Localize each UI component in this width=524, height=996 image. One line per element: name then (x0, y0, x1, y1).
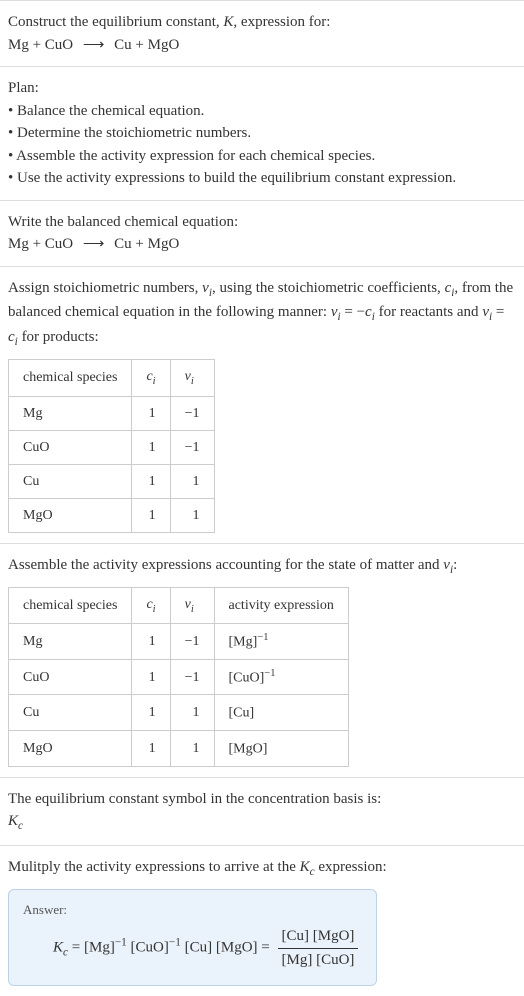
activity-table: chemical species ci νi activity expressi… (8, 587, 349, 767)
equation: Mg + CuO ⟶ Cu + MgO (8, 34, 516, 57)
text: for products: (18, 329, 99, 345)
text: = (492, 304, 504, 320)
cell: [MgO] (214, 731, 348, 767)
col-header: activity expression (214, 587, 348, 624)
cell: 1 (132, 498, 170, 532)
table-row: Mg 1 −1 (9, 396, 215, 430)
equation: Mg + CuO ⟶ Cu + MgO (8, 233, 516, 256)
text: Mulitply the activity expressions to arr… (8, 859, 300, 875)
col-header: νi (170, 587, 214, 624)
text: Construct the equilibrium constant, (8, 14, 223, 30)
text: : (453, 557, 457, 573)
balanced-title: Write the balanced chemical equation: (8, 211, 516, 234)
answer-box: Answer: Kc = [Mg]−1 [CuO]−1 [Cu] [MgO] =… (8, 889, 377, 987)
cell: [Cu] (214, 695, 348, 731)
stoich-intro: Assign stoichiometric numbers, νi, using… (8, 277, 516, 352)
nu-symbol: ν (202, 280, 209, 296)
c-symbol: c (365, 304, 372, 320)
text: , using the stoichiometric coefficients, (212, 280, 445, 296)
text: Assemble the activity expressions accoun… (8, 557, 443, 573)
table-row: Cu 1 1 [Cu] (9, 695, 349, 731)
K-symbol: K (223, 14, 233, 30)
answer-expression: Kc = [Mg]−1 [CuO]−1 [Cu] [MgO] = [Cu] [M… (53, 925, 362, 971)
eq-rhs: Cu + MgO (114, 37, 179, 53)
cell: [Mg]−1 (214, 624, 348, 660)
problem-line: Construct the equilibrium constant, K, e… (8, 11, 516, 34)
plan-item: • Assemble the activity expression for e… (8, 145, 516, 168)
cell: 1 (170, 695, 214, 731)
eq-rhs: Cu + MgO (114, 236, 179, 252)
table-row: MgO 1 1 (9, 498, 215, 532)
fraction: [Cu] [MgO][Mg] [CuO] (278, 925, 359, 971)
arrow-icon: ⟶ (83, 233, 105, 256)
cell: CuO (9, 659, 132, 695)
cell: [CuO]−1 (214, 659, 348, 695)
kc-symbol: Kc (8, 810, 516, 835)
cell: 1 (132, 430, 170, 464)
table-row: chemical species ci νi activity expressi… (9, 587, 349, 624)
cell: 1 (170, 498, 214, 532)
kc-symbol-section: The equilibrium constant symbol in the c… (0, 777, 524, 845)
cell: 1 (132, 695, 170, 731)
text: , expression for: (233, 14, 330, 30)
cell: −1 (170, 624, 214, 660)
cell: Mg (9, 396, 132, 430)
cell: CuO (9, 430, 132, 464)
answer-label: Answer: (23, 900, 362, 920)
cell: 1 (132, 731, 170, 767)
multiply-text: Mulitply the activity expressions to arr… (8, 856, 516, 881)
plan-item: • Use the activity expressions to build … (8, 167, 516, 190)
cell: 1 (170, 464, 214, 498)
multiply-section: Mulitply the activity expressions to arr… (0, 845, 524, 996)
cell: Cu (9, 464, 132, 498)
cell: 1 (132, 624, 170, 660)
table-row: Cu 1 1 (9, 464, 215, 498)
activity-intro: Assemble the activity expressions accoun… (8, 554, 516, 579)
table-row: MgO 1 1 [MgO] (9, 731, 349, 767)
table-row: CuO 1 −1 [CuO]−1 (9, 659, 349, 695)
cell: −1 (170, 430, 214, 464)
col-header: ci (132, 587, 170, 624)
table-row: chemical species ci νi (9, 360, 215, 397)
eq-lhs: Mg + CuO (8, 37, 73, 53)
activity-section: Assemble the activity expressions accoun… (0, 543, 524, 777)
plan-item: • Balance the chemical equation. (8, 100, 516, 123)
eq-lhs: Mg + CuO (8, 236, 73, 252)
col-header: ci (132, 360, 170, 397)
text: for reactants and (375, 304, 482, 320)
text: = − (341, 304, 365, 320)
text: Assign stoichiometric numbers, (8, 280, 202, 296)
col-header: chemical species (9, 360, 132, 397)
nu-symbol: ν (443, 557, 450, 573)
plan-section: Plan: • Balance the chemical equation. •… (0, 66, 524, 200)
cell: 1 (132, 464, 170, 498)
cell: 1 (132, 396, 170, 430)
stoich-section: Assign stoichiometric numbers, νi , using… (0, 266, 524, 543)
cell: Mg (9, 624, 132, 660)
cell: MgO (9, 731, 132, 767)
plan-title: Plan: (8, 77, 516, 100)
cell: Cu (9, 695, 132, 731)
plan-item: • Determine the stoichiometric numbers. (8, 122, 516, 145)
cell: −1 (170, 659, 214, 695)
col-header: chemical species (9, 587, 132, 624)
table-row: Mg 1 −1 [Mg]−1 (9, 624, 349, 660)
c-symbol: c (8, 329, 15, 345)
col-header: νi (170, 360, 214, 397)
balanced-section: Write the balanced chemical equation: Mg… (0, 200, 524, 266)
cell: 1 (170, 731, 214, 767)
problem-statement: Construct the equilibrium constant, K, e… (0, 0, 524, 66)
text: expression: (315, 859, 387, 875)
cell: 1 (132, 659, 170, 695)
table-row: CuO 1 −1 (9, 430, 215, 464)
nu-symbol: ν (482, 304, 489, 320)
cell: −1 (170, 396, 214, 430)
text: The equilibrium constant symbol in the c… (8, 788, 516, 811)
arrow-icon: ⟶ (83, 34, 105, 57)
stoich-table: chemical species ci νi Mg 1 −1 CuO 1 −1 … (8, 359, 215, 533)
cell: MgO (9, 498, 132, 532)
